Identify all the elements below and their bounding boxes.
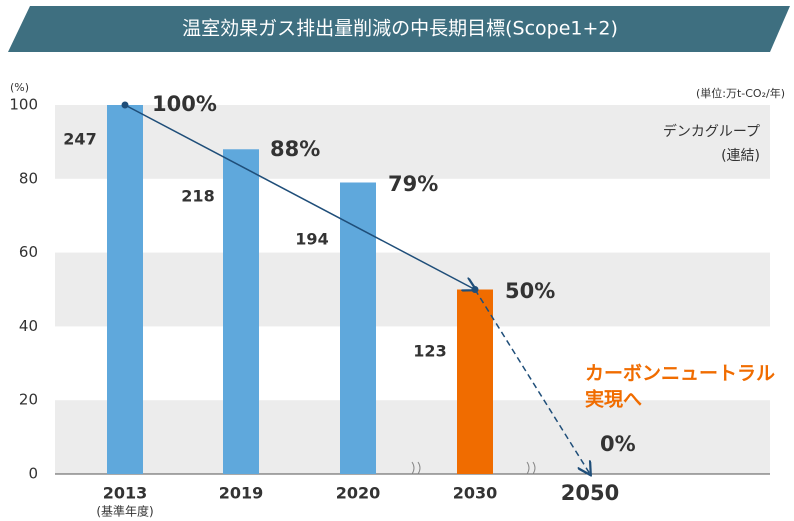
chart-title: 温室効果ガス排出量削減の中長期目標(Scope1+2) [182, 18, 618, 40]
y-tick-label: 20 [19, 391, 38, 409]
x-tick-label: 2019 [219, 484, 264, 503]
unit-note: (単位:万t-CO₂/年) [696, 86, 785, 100]
bar [107, 105, 143, 474]
bar [223, 149, 259, 474]
title-banner [8, 6, 790, 52]
value-label: 88% [270, 137, 320, 161]
value-label: 0% [600, 432, 636, 456]
bar [457, 289, 493, 474]
y-unit: (%) [10, 81, 29, 94]
grid-band [55, 105, 770, 179]
emission-label: 247 [63, 130, 96, 149]
value-label: 100% [152, 92, 217, 116]
x-tick-label: 2013 [103, 484, 148, 503]
target-arrow [474, 289, 590, 475]
group-note: (連結) [721, 148, 760, 164]
emission-label: 194 [295, 230, 328, 249]
emission-label: 218 [181, 187, 214, 206]
y-tick-label: 40 [19, 317, 38, 335]
value-label: 50% [505, 279, 555, 303]
target-note: 実現へ [585, 388, 642, 411]
trend-arrow [124, 104, 475, 290]
target-note: カーボンニュートラル [585, 363, 775, 385]
y-tick-label: 0 [28, 465, 38, 483]
x-tick-label: 2030 [453, 484, 498, 503]
y-tick-label: 100 [9, 96, 38, 114]
x-tick-label: 2050 [561, 481, 619, 505]
x-tick-sublabel: (基準年度) [96, 504, 153, 519]
plot: 0 20 40 60 80 100 2013(基準年度) 100% 247 2019 88% 218 2… [9, 92, 770, 519]
emission-label: 123 [413, 342, 446, 361]
y-tick-label: 60 [19, 243, 38, 261]
bar [340, 182, 376, 475]
trend-point [121, 101, 129, 109]
y-tick-label: 80 [19, 169, 38, 187]
x-tick-label: 2020 [336, 484, 381, 503]
trend-point [471, 286, 479, 293]
grid-band [55, 252, 770, 327]
group-note: デンカグループ [663, 123, 760, 140]
value-label: 79% [388, 172, 438, 196]
axis-break [411, 461, 536, 475]
grid-band [55, 400, 770, 474]
